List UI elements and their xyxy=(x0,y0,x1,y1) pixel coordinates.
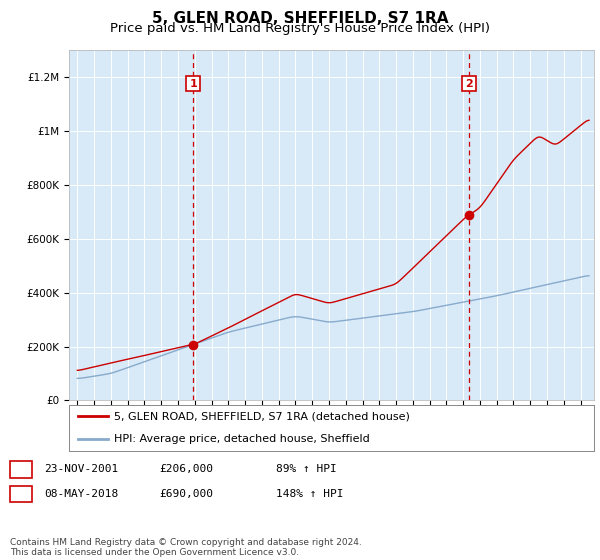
Text: £690,000: £690,000 xyxy=(159,489,213,499)
Text: 2: 2 xyxy=(465,78,473,88)
Text: 5, GLEN ROAD, SHEFFIELD, S7 1RA (detached house): 5, GLEN ROAD, SHEFFIELD, S7 1RA (detache… xyxy=(113,412,409,421)
Text: Contains HM Land Registry data © Crown copyright and database right 2024.
This d: Contains HM Land Registry data © Crown c… xyxy=(10,538,361,557)
Text: HPI: Average price, detached house, Sheffield: HPI: Average price, detached house, Shef… xyxy=(113,435,370,444)
Text: 2: 2 xyxy=(17,489,25,499)
Text: 5, GLEN ROAD, SHEFFIELD, S7 1RA: 5, GLEN ROAD, SHEFFIELD, S7 1RA xyxy=(152,11,448,26)
Text: 89% ↑ HPI: 89% ↑ HPI xyxy=(276,464,337,474)
Text: 23-NOV-2001: 23-NOV-2001 xyxy=(44,464,118,474)
Text: £206,000: £206,000 xyxy=(159,464,213,474)
Text: 1: 1 xyxy=(17,464,25,474)
Text: 08-MAY-2018: 08-MAY-2018 xyxy=(44,489,118,499)
Text: 1: 1 xyxy=(189,78,197,88)
Text: 148% ↑ HPI: 148% ↑ HPI xyxy=(276,489,343,499)
Text: Price paid vs. HM Land Registry's House Price Index (HPI): Price paid vs. HM Land Registry's House … xyxy=(110,22,490,35)
